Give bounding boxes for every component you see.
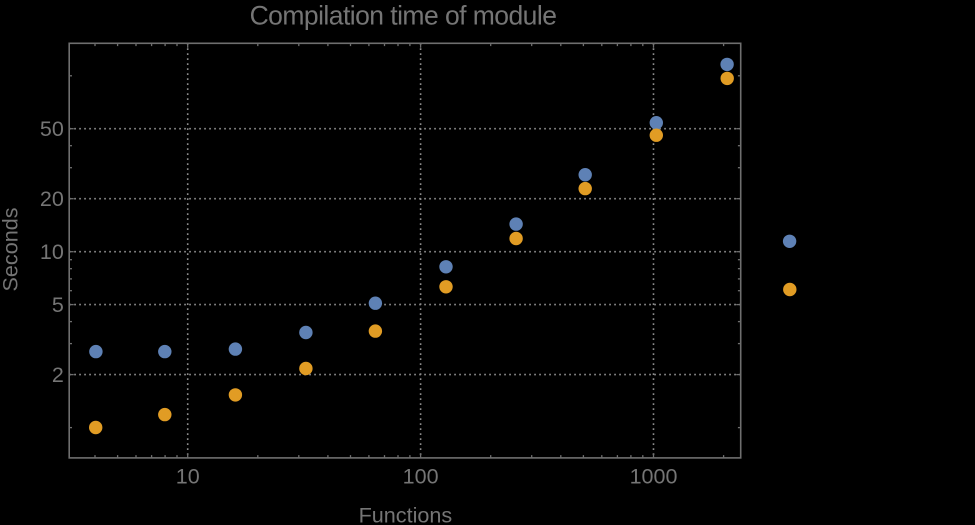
- svg-text:Seconds: Seconds: [0, 207, 22, 291]
- svg-text:Functions: Functions: [359, 503, 453, 525]
- svg-text:2: 2: [52, 363, 64, 387]
- svg-text:5: 5: [52, 293, 64, 317]
- svg-text:50: 50: [40, 117, 64, 141]
- svg-text:Compilation time of module: Compilation time of module: [250, 1, 557, 31]
- svg-text:10: 10: [40, 240, 64, 264]
- svg-text:1000: 1000: [630, 465, 678, 489]
- svg-text:100: 100: [403, 465, 439, 489]
- svg-text:20: 20: [40, 187, 64, 211]
- svg-text:10: 10: [176, 465, 200, 489]
